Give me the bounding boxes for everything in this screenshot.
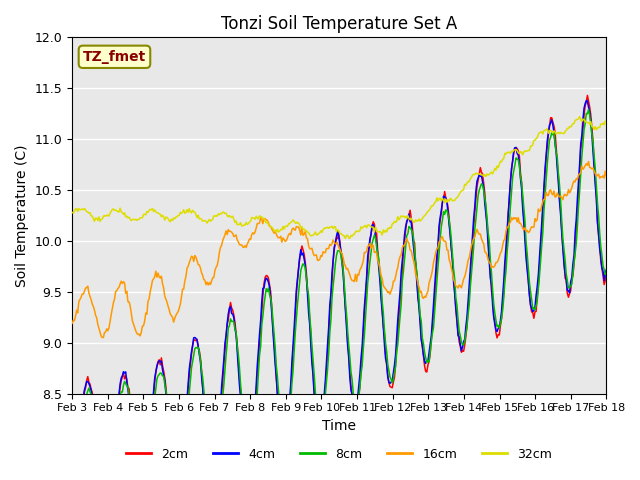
16cm <box>602 173 610 179</box>
4cm <box>294 266 302 272</box>
4cm <box>103 478 111 480</box>
4cm <box>394 316 402 322</box>
16cm <box>294 224 302 230</box>
8cm <box>369 240 376 246</box>
32cm <box>294 219 301 225</box>
32cm <box>602 118 610 124</box>
16cm <box>369 242 376 248</box>
8cm <box>585 107 593 112</box>
16cm <box>236 242 243 248</box>
16cm <box>394 264 402 270</box>
16cm <box>555 193 563 199</box>
X-axis label: Time: Time <box>323 419 356 433</box>
Line: 2cm: 2cm <box>72 96 606 480</box>
32cm <box>234 222 242 228</box>
Legend: 2cm, 4cm, 8cm, 16cm, 32cm: 2cm, 4cm, 8cm, 16cm, 32cm <box>122 443 557 466</box>
2cm <box>584 93 591 98</box>
4cm <box>555 180 563 186</box>
Line: 4cm: 4cm <box>72 101 606 480</box>
8cm <box>68 478 76 480</box>
2cm <box>461 342 468 348</box>
32cm <box>555 130 563 135</box>
32cm <box>68 209 76 215</box>
32cm <box>369 224 376 230</box>
8cm <box>394 341 402 347</box>
Title: Tonzi Soil Temperature Set A: Tonzi Soil Temperature Set A <box>221 15 458 33</box>
2cm <box>234 358 242 364</box>
16cm <box>462 269 470 275</box>
4cm <box>369 222 376 228</box>
4cm <box>602 267 610 273</box>
32cm <box>462 182 470 188</box>
Line: 32cm: 32cm <box>72 117 606 239</box>
8cm <box>462 331 470 337</box>
Line: 8cm: 8cm <box>72 109 606 480</box>
4cm <box>462 324 470 330</box>
Line: 16cm: 16cm <box>72 161 606 337</box>
Y-axis label: Soil Temperature (C): Soil Temperature (C) <box>15 144 29 287</box>
8cm <box>602 270 610 276</box>
2cm <box>393 345 401 351</box>
8cm <box>294 291 302 297</box>
4cm <box>236 382 243 388</box>
8cm <box>555 171 563 177</box>
Text: TZ_fmet: TZ_fmet <box>83 50 146 64</box>
32cm <box>394 214 402 219</box>
4cm <box>68 477 76 480</box>
32cm <box>342 236 349 241</box>
16cm <box>99 335 106 340</box>
2cm <box>602 272 610 278</box>
2cm <box>294 278 301 284</box>
32cm <box>576 114 584 120</box>
4cm <box>582 98 590 104</box>
16cm <box>68 321 76 326</box>
2cm <box>367 231 375 237</box>
8cm <box>236 364 243 370</box>
16cm <box>585 158 593 164</box>
2cm <box>554 161 561 167</box>
